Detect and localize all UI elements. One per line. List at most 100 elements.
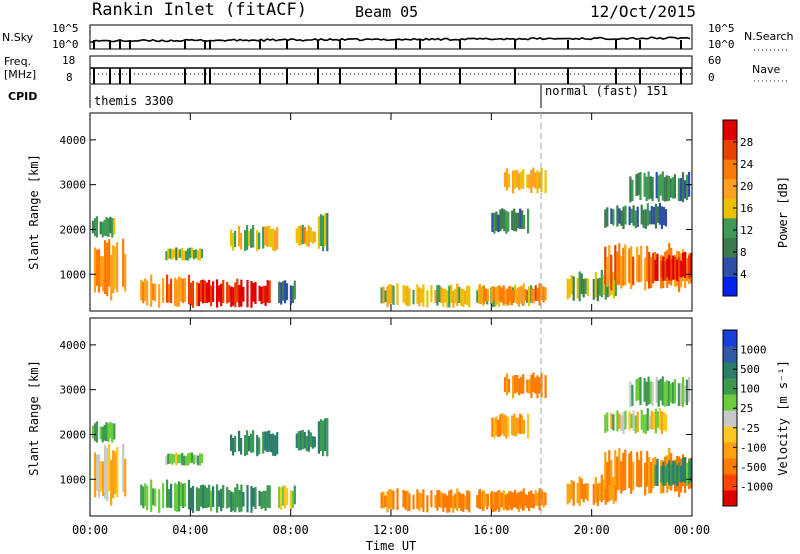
power-cell xyxy=(536,170,539,194)
velocity-cell xyxy=(630,413,633,428)
velocity-cell xyxy=(466,490,469,511)
power-cell xyxy=(380,287,383,304)
colorbar-swatch xyxy=(723,178,737,199)
power-cell xyxy=(636,246,639,282)
power-cell xyxy=(438,285,441,303)
velocity-cell xyxy=(317,421,320,454)
velocity-cell xyxy=(103,424,106,441)
velocity-cell xyxy=(96,454,99,491)
power-cell xyxy=(102,256,105,292)
velocity-cell xyxy=(448,490,451,513)
power-cell xyxy=(274,230,277,252)
power-cell xyxy=(264,285,267,306)
velocity-cell xyxy=(491,417,494,437)
velocity-cell xyxy=(665,380,668,407)
power-cell xyxy=(107,218,110,237)
velocity-cell xyxy=(596,483,599,507)
velocity-blob xyxy=(94,443,127,506)
power-cell xyxy=(660,261,663,278)
power-cell xyxy=(422,284,425,307)
power-cell xyxy=(116,242,119,293)
velocity-cell xyxy=(538,488,541,511)
power-blob xyxy=(478,283,547,306)
velocity-cell xyxy=(324,418,327,451)
power-cell xyxy=(530,287,533,302)
power-cell xyxy=(230,286,233,307)
power-cell xyxy=(620,210,623,226)
power-cell xyxy=(212,281,215,302)
velocity-cell xyxy=(185,455,188,466)
velocity-cell xyxy=(584,483,587,499)
power-cell xyxy=(240,233,243,250)
velocity-cell xyxy=(462,493,465,512)
power-cell xyxy=(142,281,145,304)
velocity-cell xyxy=(582,484,585,503)
velocity-cell xyxy=(592,483,595,505)
power-cell xyxy=(503,172,507,187)
velocity-cell xyxy=(238,430,241,452)
nsky-tick-bottom: 10^0 xyxy=(52,38,79,51)
x-tick-label: 04:00 xyxy=(172,523,208,537)
colorbar-tick-label: 24 xyxy=(740,158,754,171)
power-cell xyxy=(272,228,275,251)
velocity-cell xyxy=(181,453,184,466)
power-cell xyxy=(686,258,689,282)
power-cell xyxy=(644,209,647,229)
velocity-cell xyxy=(295,433,298,448)
velocity-cell xyxy=(268,485,271,509)
power-cells xyxy=(91,167,692,308)
power-cell xyxy=(661,171,664,201)
velocity-cell xyxy=(200,453,204,464)
power-cell xyxy=(635,174,638,196)
velocity-blob xyxy=(604,407,668,435)
power-cell xyxy=(500,287,503,303)
velocity-cell xyxy=(566,483,569,505)
velocity-cell xyxy=(166,479,169,508)
velocity-cell xyxy=(464,495,467,510)
velocity-cell xyxy=(494,492,497,511)
velocity-cell xyxy=(650,462,653,493)
y-tick-label: 3000 xyxy=(60,179,87,192)
power-cell xyxy=(187,248,190,261)
power-cell xyxy=(307,225,310,247)
power-cell xyxy=(566,278,569,300)
power-cell xyxy=(646,203,649,226)
power-cell xyxy=(672,255,675,280)
velocity-cell xyxy=(220,488,223,512)
power-cell xyxy=(266,226,269,247)
velocity-cell xyxy=(262,490,265,509)
velocity-cell xyxy=(197,488,201,512)
velocity-cell xyxy=(662,412,666,431)
velocity-cell xyxy=(218,490,221,507)
power-cell xyxy=(173,249,176,258)
power-cell xyxy=(124,253,127,292)
velocity-cell xyxy=(674,462,677,485)
cpid-mode-1: themis 3300 xyxy=(94,94,174,108)
freq-label-2: [MHz] xyxy=(4,68,37,81)
velocity-cell xyxy=(486,493,489,507)
velocity-cell xyxy=(181,483,185,508)
velocity-cell xyxy=(122,443,125,492)
power-cell xyxy=(648,252,651,289)
power-cell xyxy=(174,277,177,306)
power-cell xyxy=(645,176,648,201)
power-cell xyxy=(663,177,666,202)
velocity-cell xyxy=(655,377,658,404)
power-cell xyxy=(309,227,312,243)
nsky-tick-top: 10^5 xyxy=(52,22,79,35)
power-cell xyxy=(317,216,320,249)
velocity-cell xyxy=(644,414,647,434)
velocity-cell xyxy=(196,455,200,466)
power-cell xyxy=(648,210,651,225)
power-cell xyxy=(420,288,423,303)
power-cell xyxy=(582,279,585,298)
velocity-cell xyxy=(654,408,657,434)
velocity-cell xyxy=(222,485,225,508)
velocity-cell xyxy=(404,490,407,510)
power-cell xyxy=(638,254,641,283)
velocity-cell xyxy=(640,450,643,487)
velocity-cell xyxy=(436,489,439,511)
power-cell xyxy=(665,175,668,202)
velocity-cell xyxy=(532,494,535,509)
power-cell xyxy=(203,280,207,304)
